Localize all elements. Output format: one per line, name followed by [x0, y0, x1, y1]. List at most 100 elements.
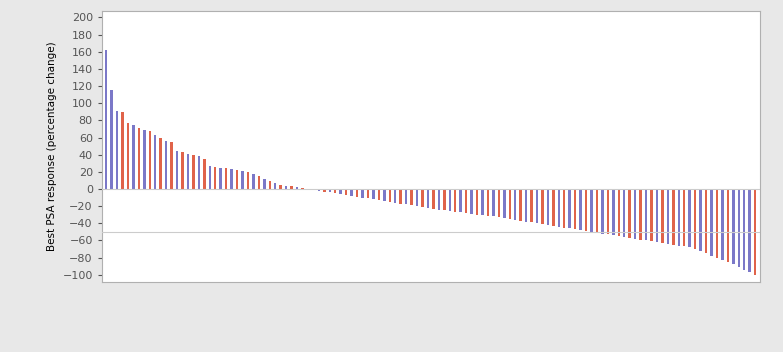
Bar: [312, 189, 315, 190]
Bar: [536, 189, 538, 223]
Bar: [607, 189, 609, 234]
Bar: [601, 189, 604, 234]
Bar: [165, 141, 168, 189]
Bar: [208, 166, 211, 189]
Bar: [252, 174, 254, 189]
Bar: [449, 189, 451, 211]
Bar: [296, 187, 298, 189]
Bar: [618, 189, 620, 236]
Bar: [143, 130, 146, 189]
Bar: [547, 189, 549, 225]
Bar: [236, 170, 238, 189]
Bar: [738, 189, 740, 267]
Bar: [127, 123, 129, 189]
Bar: [154, 135, 157, 189]
Bar: [214, 166, 216, 189]
Bar: [710, 189, 713, 256]
Bar: [563, 189, 565, 227]
Bar: [640, 189, 642, 240]
Bar: [416, 189, 418, 206]
Bar: [132, 125, 135, 189]
Bar: [366, 189, 369, 199]
Bar: [388, 189, 391, 202]
Bar: [525, 189, 527, 221]
Bar: [460, 189, 462, 212]
Bar: [497, 189, 500, 217]
Bar: [530, 189, 532, 222]
Bar: [405, 189, 407, 205]
Bar: [552, 189, 554, 226]
Bar: [519, 189, 521, 221]
Bar: [705, 189, 707, 253]
Bar: [596, 189, 598, 233]
Bar: [394, 189, 396, 203]
Bar: [116, 111, 118, 189]
Bar: [579, 189, 582, 230]
Bar: [471, 189, 473, 214]
Bar: [666, 189, 669, 244]
Bar: [171, 142, 173, 189]
Bar: [443, 189, 446, 210]
Bar: [274, 183, 276, 189]
Bar: [493, 189, 495, 216]
Bar: [197, 156, 200, 189]
Bar: [121, 112, 124, 189]
Bar: [585, 189, 587, 231]
Bar: [476, 189, 478, 215]
Bar: [508, 189, 511, 219]
Bar: [372, 189, 374, 199]
Bar: [732, 189, 734, 264]
Bar: [688, 189, 691, 247]
Bar: [203, 159, 206, 189]
Bar: [694, 189, 696, 249]
Bar: [290, 187, 293, 189]
Bar: [160, 138, 162, 189]
Bar: [683, 189, 685, 246]
Bar: [655, 189, 659, 242]
Bar: [355, 189, 359, 197]
Bar: [557, 189, 560, 227]
Bar: [307, 189, 309, 190]
Bar: [487, 189, 489, 215]
Bar: [754, 189, 756, 275]
Bar: [399, 189, 402, 203]
Bar: [182, 152, 184, 189]
Bar: [247, 172, 249, 189]
Bar: [612, 189, 615, 235]
Bar: [661, 189, 664, 243]
Bar: [230, 169, 233, 189]
Bar: [727, 189, 729, 262]
Bar: [427, 189, 429, 208]
Bar: [721, 189, 723, 260]
Bar: [329, 189, 331, 193]
Bar: [105, 50, 107, 189]
Bar: [258, 176, 260, 189]
Bar: [323, 189, 326, 191]
Bar: [514, 189, 517, 220]
Bar: [318, 189, 320, 191]
Bar: [149, 132, 151, 189]
Bar: [699, 189, 702, 251]
Bar: [482, 189, 484, 215]
Bar: [743, 189, 745, 270]
Bar: [241, 171, 244, 189]
Bar: [186, 154, 189, 189]
Bar: [176, 151, 179, 189]
Bar: [503, 189, 506, 218]
Bar: [138, 128, 140, 189]
Bar: [421, 189, 424, 207]
Bar: [677, 189, 680, 246]
Bar: [410, 189, 413, 205]
Bar: [651, 189, 653, 241]
Bar: [749, 189, 751, 272]
Bar: [634, 189, 637, 239]
Bar: [672, 189, 675, 245]
Bar: [350, 189, 353, 196]
Bar: [454, 189, 456, 212]
Bar: [568, 189, 571, 228]
Bar: [219, 168, 222, 189]
Bar: [377, 189, 380, 200]
Bar: [383, 189, 385, 201]
Bar: [645, 189, 648, 240]
Bar: [345, 189, 348, 195]
